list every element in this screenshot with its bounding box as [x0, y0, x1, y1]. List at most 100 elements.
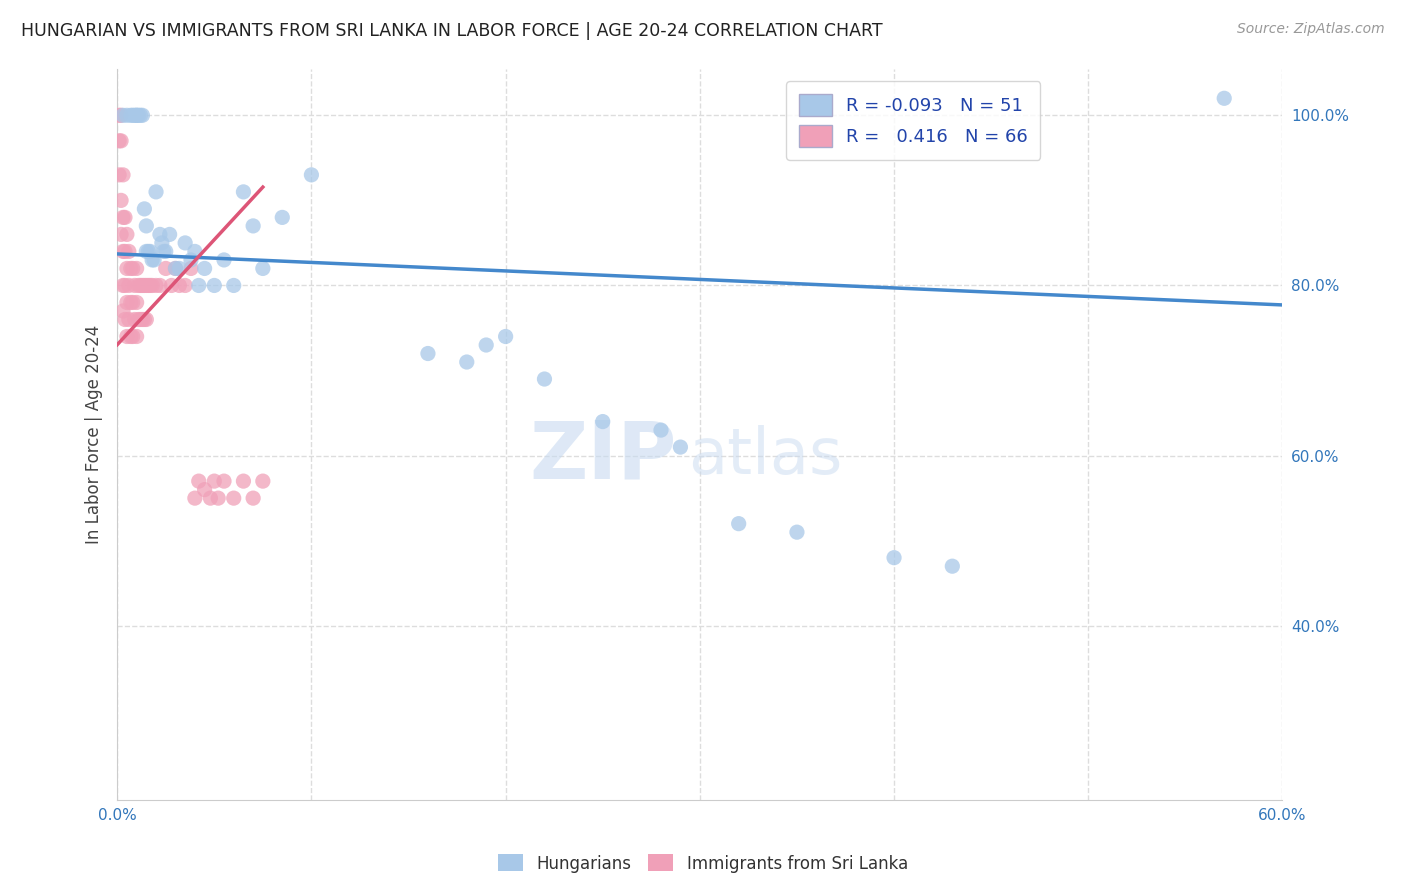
Point	[110, 134, 132, 148]
Point	[131, 108, 153, 122]
Point	[128, 278, 150, 293]
Point	[120, 261, 142, 276]
Point	[136, 244, 159, 259]
Point	[108, 168, 131, 182]
Point	[115, 295, 138, 310]
Point	[184, 491, 207, 505]
Point	[128, 312, 150, 326]
Point	[111, 108, 134, 122]
Point	[118, 278, 141, 293]
Point	[883, 550, 905, 565]
Point	[110, 227, 132, 242]
Point	[121, 295, 143, 310]
Point	[111, 211, 134, 225]
Legend: Hungarians, Immigrants from Sri Lanka: Hungarians, Immigrants from Sri Lanka	[492, 847, 914, 880]
Point	[475, 338, 498, 352]
Point	[456, 355, 478, 369]
Text: ZIP: ZIP	[529, 417, 676, 495]
Point	[222, 491, 245, 505]
Point	[114, 211, 136, 225]
Point	[136, 278, 159, 293]
Point	[115, 108, 138, 122]
Point	[155, 244, 177, 259]
Point	[174, 278, 197, 293]
Point	[121, 329, 143, 343]
Point	[120, 295, 142, 310]
Point	[125, 108, 148, 122]
Point	[941, 559, 963, 574]
Point	[125, 108, 148, 122]
Point	[416, 346, 439, 360]
Point	[111, 278, 134, 293]
Point	[669, 440, 692, 454]
Point	[252, 474, 274, 488]
Point	[187, 474, 209, 488]
Point	[129, 312, 152, 326]
Point	[131, 278, 153, 293]
Point	[212, 252, 235, 267]
Point	[111, 244, 134, 259]
Point	[120, 108, 142, 122]
Point	[212, 474, 235, 488]
Point	[592, 415, 614, 429]
Point	[155, 261, 177, 276]
Point	[134, 312, 156, 326]
Point	[115, 261, 138, 276]
Point	[139, 244, 162, 259]
Point	[174, 235, 197, 250]
Point	[149, 278, 172, 293]
Point	[165, 261, 187, 276]
Point	[118, 312, 141, 326]
Point	[180, 261, 202, 276]
Point	[129, 278, 152, 293]
Point	[114, 278, 136, 293]
Legend: R = -0.093   N = 51, R =   0.416   N = 66: R = -0.093 N = 51, R = 0.416 N = 66	[786, 81, 1040, 160]
Point	[194, 483, 217, 497]
Point	[533, 372, 555, 386]
Point	[125, 261, 148, 276]
Point	[153, 244, 176, 259]
Point	[159, 227, 181, 242]
Point	[141, 278, 163, 293]
Point	[135, 219, 157, 233]
Point	[169, 261, 191, 276]
Point	[1213, 91, 1236, 105]
Point	[202, 474, 225, 488]
Point	[184, 244, 207, 259]
Point	[180, 252, 202, 267]
Point	[111, 168, 134, 182]
Point	[124, 108, 146, 122]
Point	[135, 278, 157, 293]
Point	[141, 252, 163, 267]
Point	[134, 202, 156, 216]
Point	[232, 474, 254, 488]
Point	[169, 278, 191, 293]
Point	[114, 312, 136, 326]
Point	[131, 312, 153, 326]
Point	[121, 261, 143, 276]
Point	[115, 329, 138, 343]
Point	[242, 219, 264, 233]
Y-axis label: In Labor Force | Age 20-24: In Labor Force | Age 20-24	[86, 325, 103, 544]
Point	[160, 278, 183, 293]
Point	[165, 261, 187, 276]
Point	[135, 312, 157, 326]
Point	[252, 261, 274, 276]
Point	[299, 168, 322, 182]
Point	[242, 491, 264, 505]
Text: HUNGARIAN VS IMMIGRANTS FROM SRI LANKA IN LABOR FORCE | AGE 20-24 CORRELATION CH: HUNGARIAN VS IMMIGRANTS FROM SRI LANKA I…	[21, 22, 883, 40]
Point	[194, 261, 217, 276]
Point	[650, 423, 672, 437]
Point	[108, 134, 131, 148]
Point	[111, 304, 134, 318]
Point	[124, 278, 146, 293]
Point	[149, 227, 172, 242]
Point	[200, 491, 222, 505]
Point	[145, 278, 167, 293]
Point	[143, 252, 166, 267]
Point	[271, 211, 294, 225]
Point	[232, 185, 254, 199]
Point	[786, 525, 808, 540]
Point	[110, 108, 132, 122]
Point	[727, 516, 749, 531]
